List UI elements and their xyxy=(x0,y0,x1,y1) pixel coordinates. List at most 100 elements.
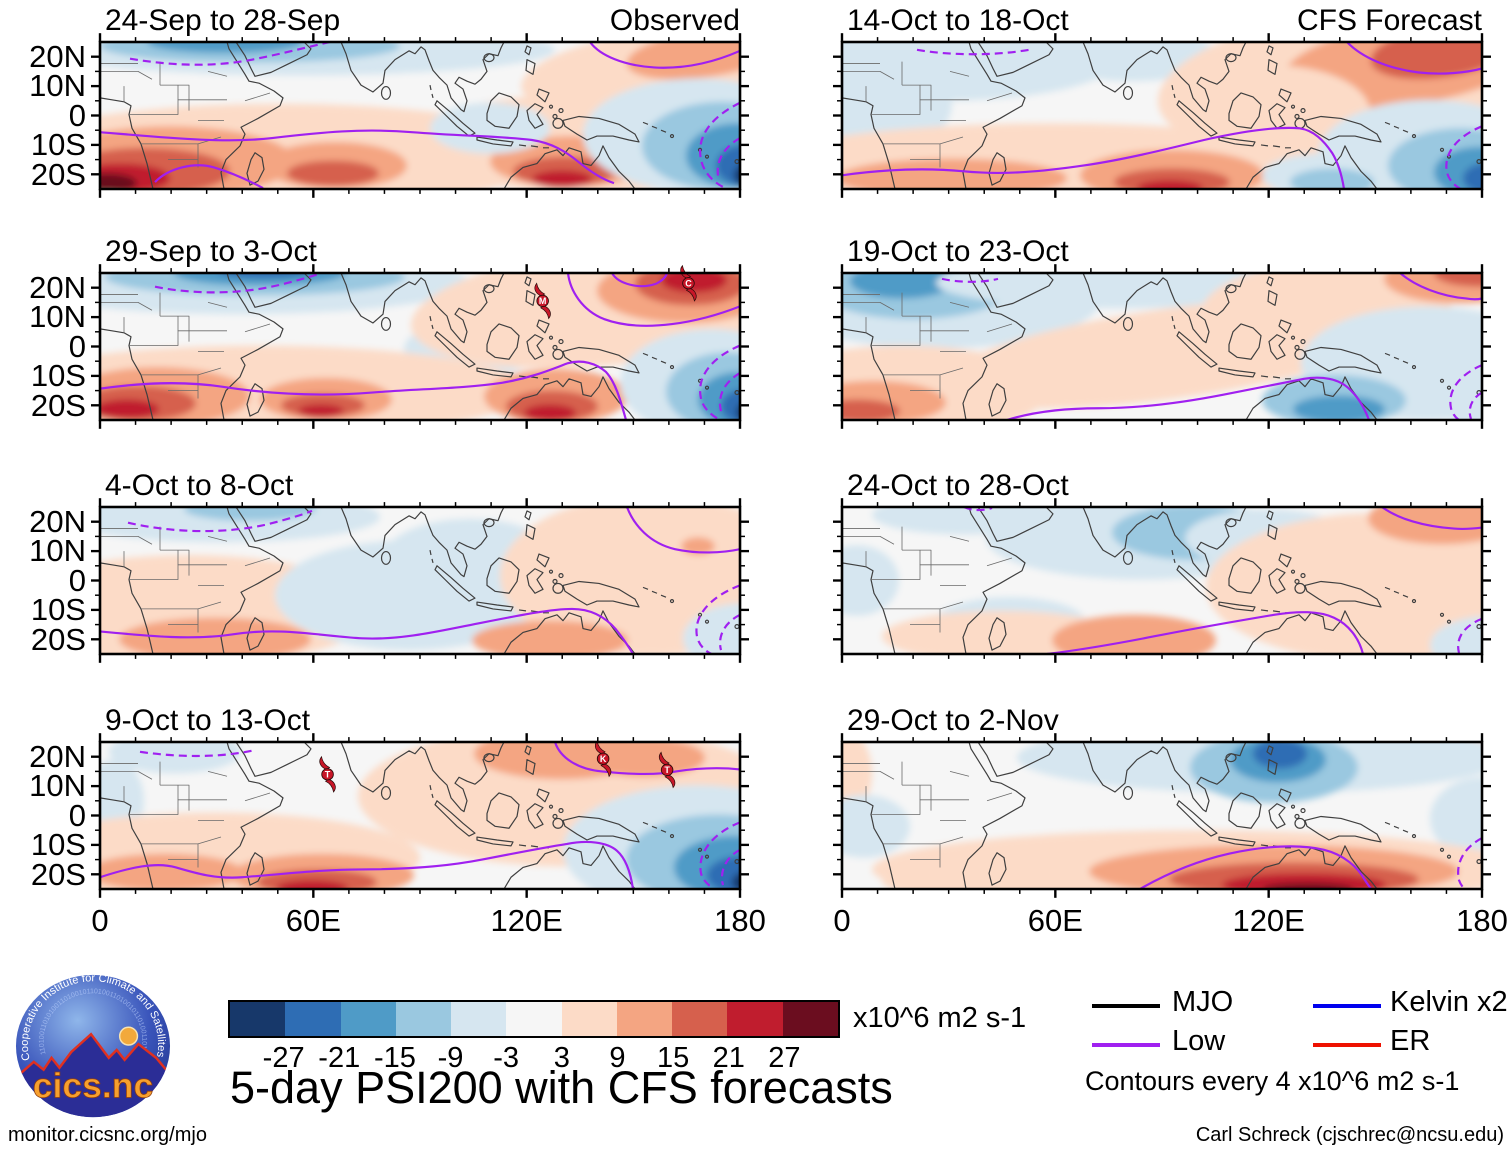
map-canvas xyxy=(833,498,1491,663)
contour-lines xyxy=(100,507,740,654)
contour-lines xyxy=(100,742,740,889)
contour-lines xyxy=(842,42,1482,189)
negative-contour xyxy=(129,42,331,66)
negative-contour xyxy=(720,848,740,886)
axis-ticks xyxy=(833,33,1491,198)
positive-contour xyxy=(625,507,740,554)
cyclone-letter: K xyxy=(600,754,607,764)
legend-line-low xyxy=(1092,1043,1160,1047)
legend-line-er xyxy=(1313,1043,1381,1047)
legend-label: MJO xyxy=(1172,986,1234,1018)
y-tick-label: 20S xyxy=(30,156,86,192)
colorbar-cell xyxy=(285,1002,341,1036)
colorbar-tick-label: -27 xyxy=(262,1042,305,1074)
colorbar-tick-label: -21 xyxy=(318,1042,361,1074)
colorbar-cell xyxy=(782,1002,838,1036)
anomaly-field xyxy=(842,507,1482,654)
tropical-cyclone-icon: M xyxy=(534,282,551,320)
anomaly-field xyxy=(100,742,740,889)
map-canvas xyxy=(91,498,749,663)
axis-ticks xyxy=(833,733,1491,898)
map-canvas: T K T xyxy=(91,733,749,898)
y-tick-label: 10S xyxy=(30,827,86,863)
negative-contour xyxy=(699,101,740,189)
y-tick-label: 20N xyxy=(29,39,86,75)
map-canvas xyxy=(833,264,1491,429)
map-panel-observed-3: 4-Oct to 8-Oct 20N 10N 0 10S 20S xyxy=(29,469,749,663)
map-canvas xyxy=(833,733,1491,898)
colorbar-tick-label: 9 xyxy=(609,1042,626,1074)
contour-lines xyxy=(100,273,740,420)
map-canvas xyxy=(91,33,749,198)
cyclone-letter: T xyxy=(664,765,670,775)
axis-ticks xyxy=(91,264,749,429)
x-tick-label: 0 xyxy=(833,903,851,938)
panel-title: 19-Oct to 23-Oct xyxy=(847,235,1069,268)
map-panel-observed-1: 24-Sep to 28-Sep Observed 20N 10N 0 10S 20S xyxy=(29,4,749,198)
legend-label: ER xyxy=(1390,1025,1431,1057)
positive-contour xyxy=(100,129,615,185)
negative-contour xyxy=(699,344,740,420)
anomaly-field xyxy=(842,273,1482,420)
anomaly-blobs xyxy=(100,742,740,889)
x-tick-label: 120E xyxy=(1232,903,1305,938)
cyclone-letter: M xyxy=(539,296,546,306)
panel-title: 29-Sep to 3-Oct xyxy=(105,235,317,268)
colorbar-cell xyxy=(727,1002,783,1036)
panel-title: 24-Sep to 28-Sep xyxy=(105,4,341,37)
positive-contour xyxy=(100,840,635,889)
anomaly-field xyxy=(842,742,1482,889)
colorbar-cell xyxy=(395,1002,452,1036)
x-tick-label: 180 xyxy=(714,903,766,938)
axis-ticks xyxy=(91,33,749,198)
colorbar-tick-label: -9 xyxy=(437,1042,464,1074)
map-panel-observed-4: 9-Oct to 13-Oct 20N 10N 0 10S 20S T K T xyxy=(29,704,749,898)
positive-contour xyxy=(566,273,740,327)
y-tick-label: 20N xyxy=(29,504,86,540)
credit-text: Carl Schreck (cjschrec@ncsu.edu) xyxy=(1195,1124,1504,1146)
y-tick-label: 10S xyxy=(30,127,86,163)
tropical-cyclone-icon: T xyxy=(658,751,676,789)
positive-contour xyxy=(589,42,740,69)
positive-contour xyxy=(553,742,740,776)
anomaly-blobs xyxy=(100,273,740,420)
x-tick-label: 60E xyxy=(1027,903,1083,938)
positive-contour xyxy=(100,607,634,654)
legend-label: Low xyxy=(1172,1025,1226,1057)
negative-contour xyxy=(695,584,740,654)
colorbar-cell xyxy=(616,1002,673,1036)
positive-contour xyxy=(1381,507,1482,531)
colorbar xyxy=(228,1000,840,1038)
positive-contour xyxy=(1046,611,1365,654)
y-tick-label: 0 xyxy=(68,97,86,133)
colorbar-tick-label: -15 xyxy=(373,1042,416,1074)
axis-ticks xyxy=(833,264,1491,429)
y-tick-label: 20S xyxy=(30,856,86,892)
panel-title: 4-Oct to 8-Oct xyxy=(105,469,294,502)
positive-contour xyxy=(1346,42,1482,75)
negative-contour xyxy=(1445,125,1482,189)
legend-line-mjo xyxy=(1092,1004,1160,1008)
negative-contour xyxy=(716,137,740,181)
y-tick-label: 10N xyxy=(29,299,86,335)
logo-mountains xyxy=(15,1034,171,1118)
anomaly-field xyxy=(100,273,740,420)
positive-contour xyxy=(100,360,628,420)
colorbar-tick-label: -3 xyxy=(493,1042,520,1074)
colorbar-cell xyxy=(340,1002,396,1036)
colorbar-unit: x10^6 m2 s-1 xyxy=(853,1002,1027,1034)
axis-ticks xyxy=(833,498,1491,663)
negative-contour xyxy=(154,273,323,294)
positive-contour xyxy=(1399,273,1482,301)
anomaly-blobs xyxy=(842,742,1482,889)
negative-contour xyxy=(127,509,313,533)
contour-lines xyxy=(941,273,1482,420)
anomaly-blobs xyxy=(842,507,1482,654)
colorbar-cell xyxy=(561,1002,617,1036)
map-panel-forecast-4: 29-Oct to 2-Nov xyxy=(833,704,1491,898)
positive-contour xyxy=(1006,376,1371,420)
negative-contour xyxy=(1457,837,1482,889)
map-panel-forecast-1: 14-Oct to 18-Oct CFS Forecast xyxy=(833,4,1491,198)
